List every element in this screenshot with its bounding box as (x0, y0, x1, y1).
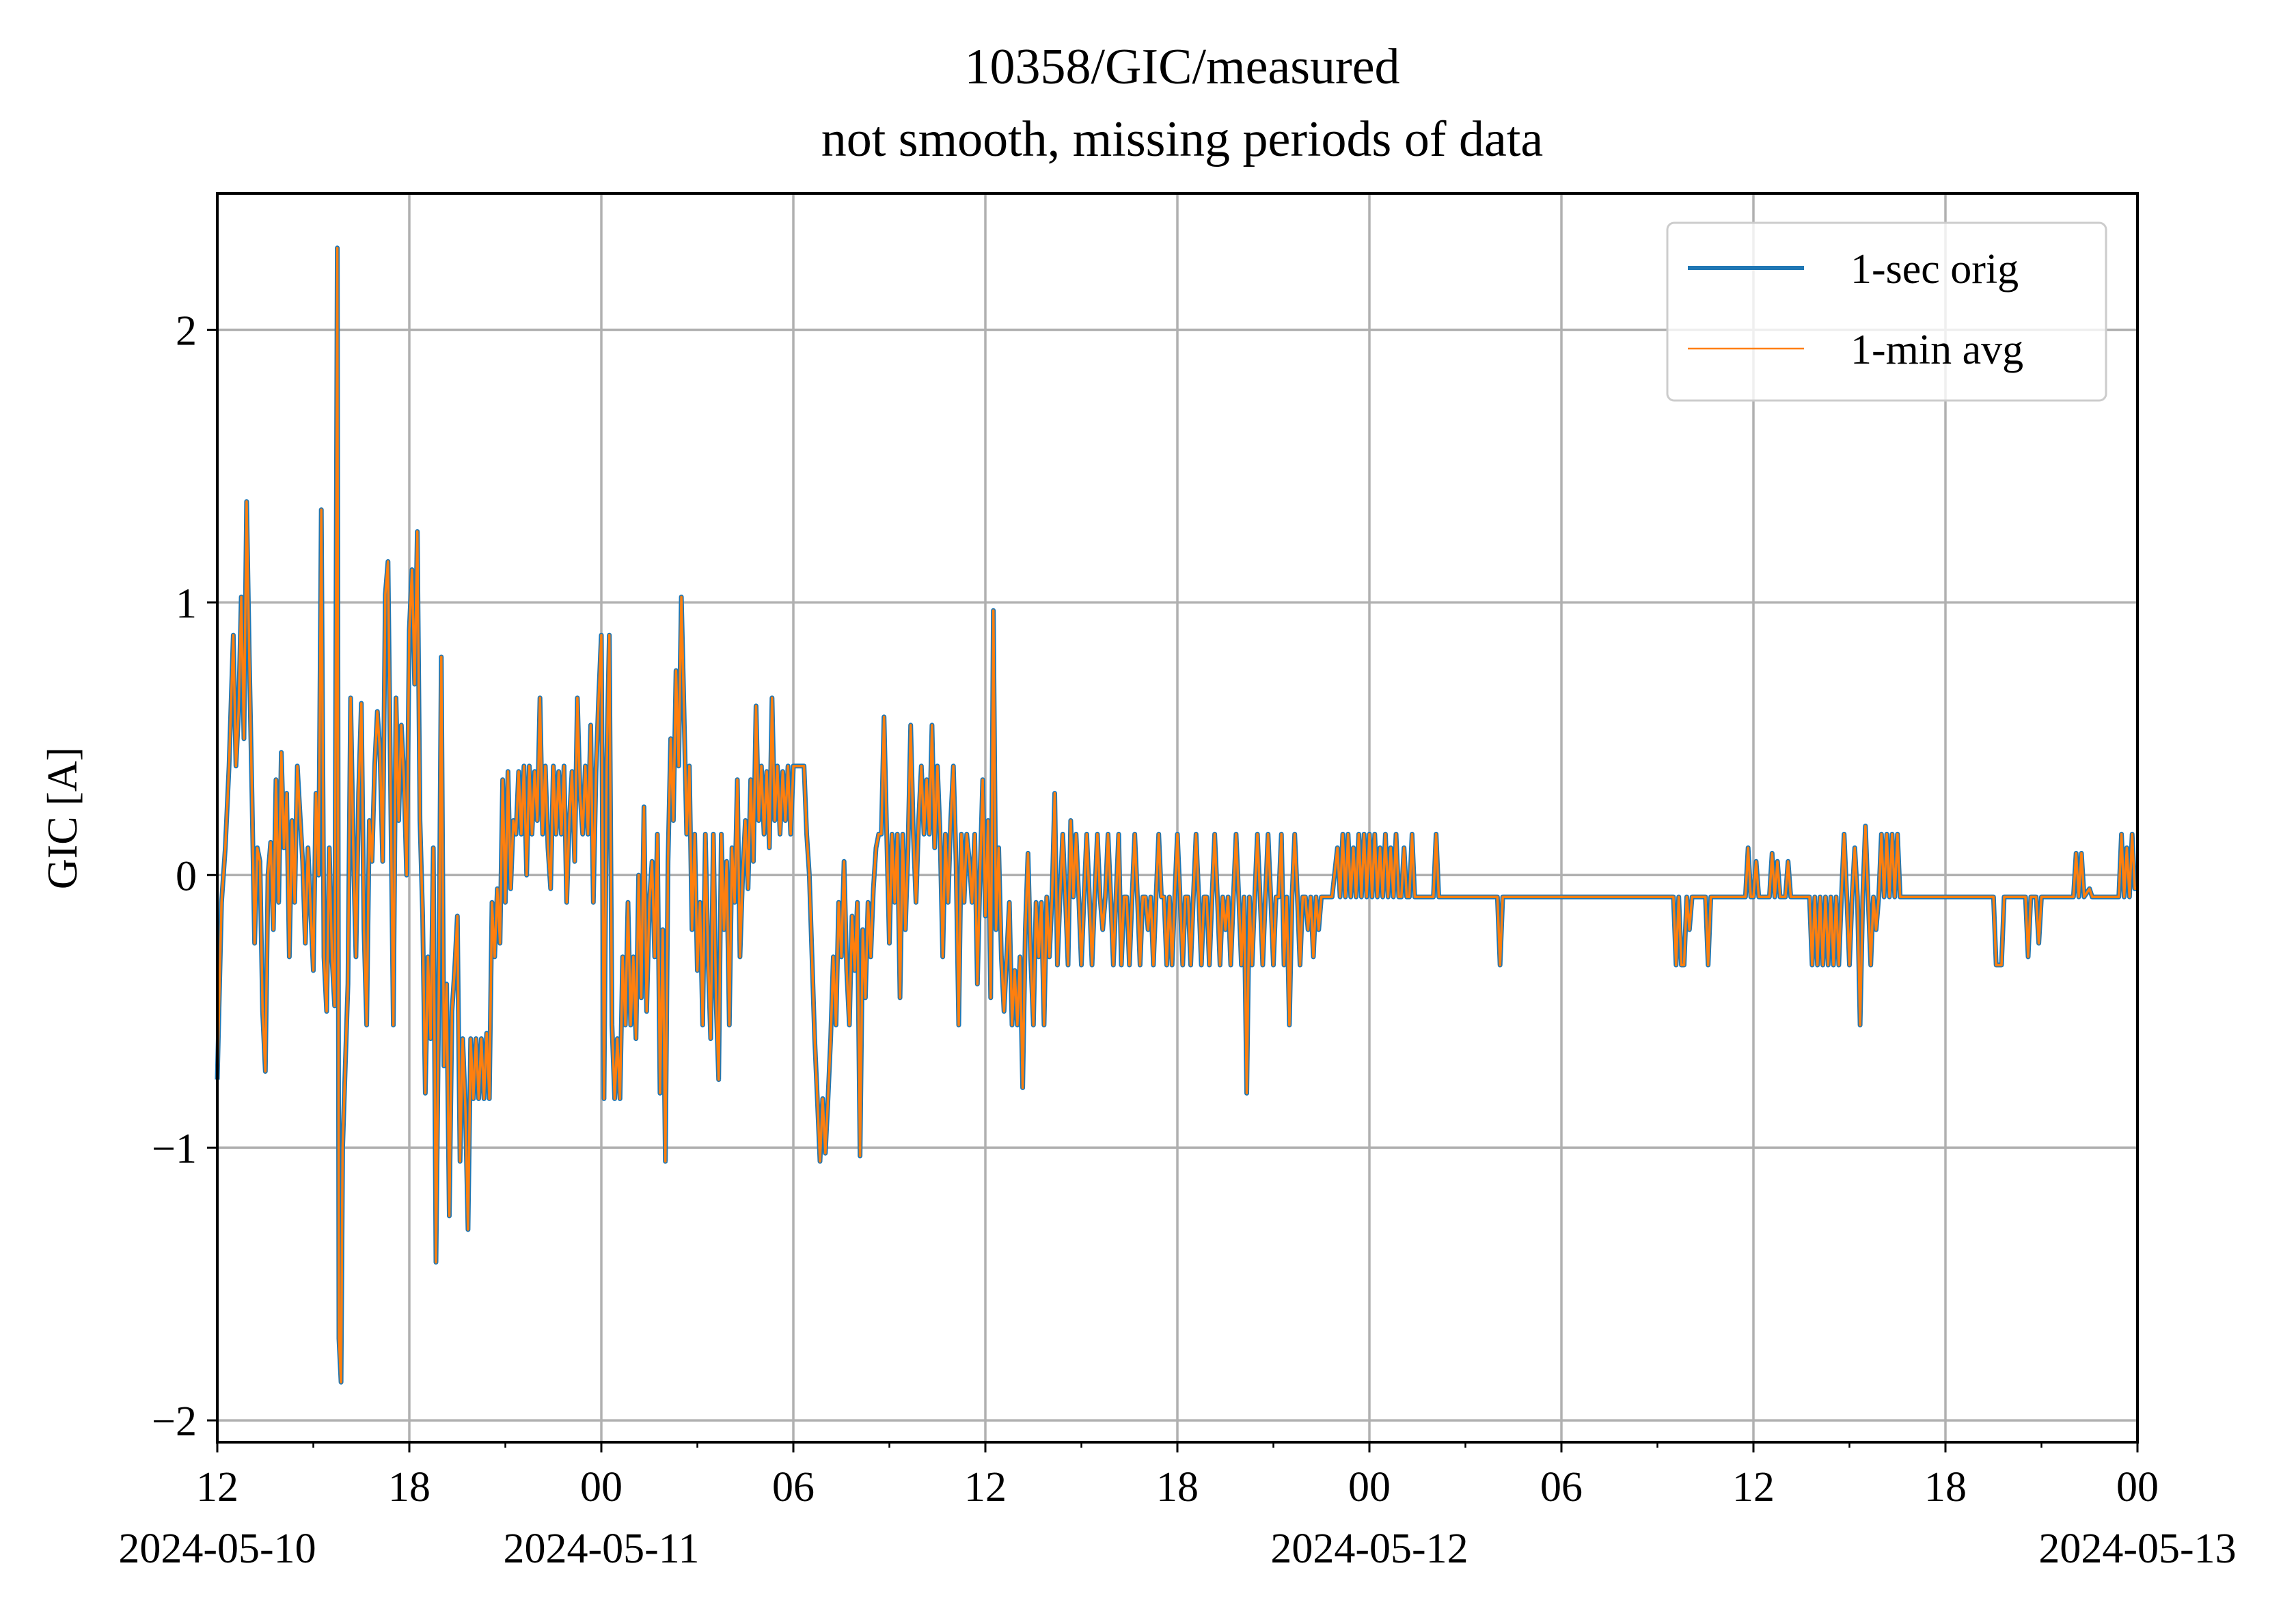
x-tick-label: 06 (1540, 1464, 1583, 1511)
series-line-1-min-avg (216, 247, 2137, 1383)
x-date-label: 2024-05-12 (1270, 1526, 1468, 1572)
y-axis: 2 1 0 −1 −2 (152, 308, 217, 1445)
y-tick-label: 0 (176, 853, 197, 899)
x-tick-label: 12 (964, 1464, 1007, 1511)
legend[interactable]: 1-sec orig 1-min avg (1666, 221, 2107, 402)
x-tick-label: 12 (196, 1464, 238, 1511)
chart-title: 10358/GIC/measured (964, 39, 1399, 95)
x-tick-label: 00 (580, 1464, 623, 1511)
x-tick-label: 00 (1348, 1464, 1391, 1511)
legend-label-1-sec-orig: 1-sec orig (1850, 246, 2019, 293)
x-date-label: 2024-05-13 (2038, 1526, 2236, 1572)
chart-subtitle: not smooth, missing periods of data (821, 111, 1544, 167)
x-tick-label: 18 (1156, 1464, 1199, 1511)
x-date-label: 2024-05-11 (504, 1526, 700, 1572)
y-tick-label: 2 (176, 308, 197, 354)
y-tick-label: −2 (152, 1398, 197, 1445)
y-tick-label: −1 (152, 1126, 197, 1172)
x-tick-label: 06 (772, 1464, 815, 1511)
x-tick-label: 18 (388, 1464, 430, 1511)
x-tick-label: 12 (1732, 1464, 1775, 1511)
x-date-label: 2024-05-10 (118, 1526, 316, 1572)
series-lines (215, 245, 2137, 1385)
x-tick-label: 00 (2116, 1464, 2159, 1511)
x-tick-label: 18 (1924, 1464, 1967, 1511)
x-axis: 12 2024-05-10 18 00 2024-05-11 06 12 18 00 2024-0… (118, 1442, 2237, 1572)
legend-label-1-min-avg: 1-min avg (1850, 327, 2023, 373)
y-axis-label: GIC [A] (40, 747, 86, 889)
y-tick-label: 1 (176, 580, 197, 627)
